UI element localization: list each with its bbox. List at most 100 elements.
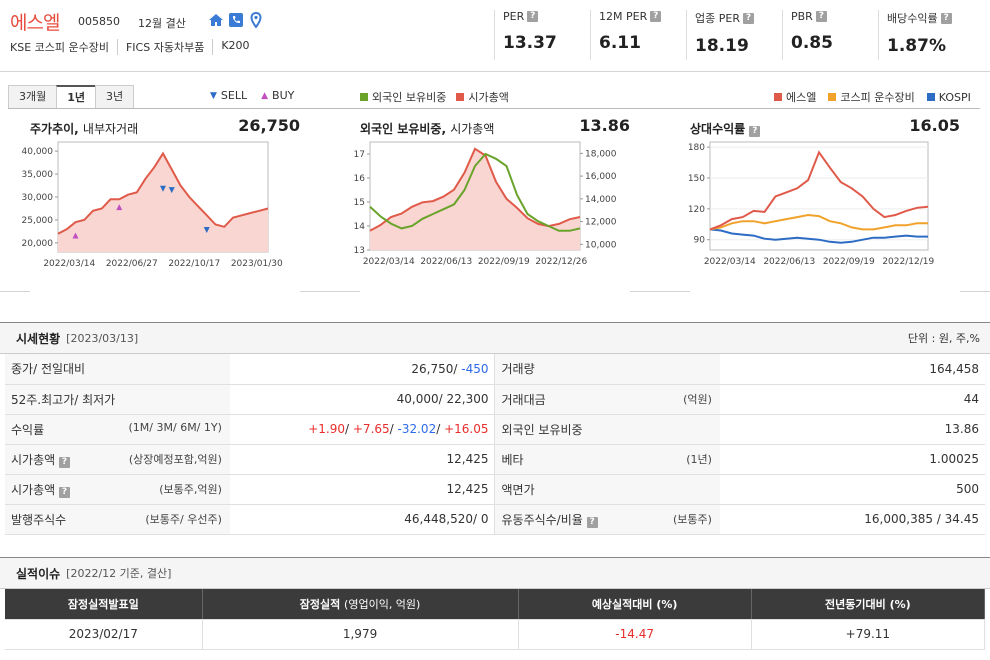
relative-y-tick-label: 180 — [688, 143, 705, 153]
help-icon[interactable]: ? — [749, 126, 761, 137]
help-icon[interactable]: ? — [527, 11, 539, 22]
x-tick-label: 2022/03/14 — [363, 257, 415, 267]
stock-code: 005850 — [78, 15, 120, 28]
row-value: 44 — [719, 384, 985, 415]
help-icon[interactable]: ? — [58, 456, 70, 468]
table-row: 수익률 (1M/ 3M/ 6M/ 1Y) +1.90/ +7.65/ -32.02… — [5, 414, 985, 445]
relative-plot-frame — [709, 141, 929, 251]
help-icon[interactable]: ? — [650, 11, 662, 22]
x-tick-label: 2022/06/13 — [420, 257, 472, 267]
value-main: 46,448,520/ 0 — [404, 512, 489, 526]
table-row: 종가/ 전일대비 26,750/ -450 거래량 164,458 — [5, 354, 985, 385]
foreign-ratio-line — [369, 152, 581, 232]
return-value: +7.65 — [352, 422, 390, 436]
table-row: 시가총액 ? (상장예정포함,억원) 12,425 베타 (1년) 1.00025 — [5, 444, 985, 475]
market-cap-area — [370, 148, 580, 250]
sl-return-line — [709, 150, 929, 231]
section-title: 실적이슈 — [16, 566, 61, 581]
x-tick-label: 2022/12/19 — [882, 257, 934, 267]
section-date: [2023/03/13] — [66, 331, 139, 345]
row-label: 거래량 — [494, 354, 720, 385]
unit-label: 단위 : 원, 주,% — [907, 332, 980, 345]
relative-y-tick-label: 90 — [694, 236, 706, 246]
relative-chart-value: 16.05 — [909, 116, 960, 135]
auto-parts-return-line — [709, 213, 928, 231]
return-value: -32.02 — [397, 422, 437, 436]
price-y-tick-label: 35,000 — [22, 170, 54, 180]
x-tick-label: 2022/03/14 — [704, 257, 756, 267]
price-chart-subtitle: 내부자거래 — [82, 122, 139, 136]
row-label: 수익률 (1M/ 3M/ 6M/ 1Y) — [5, 414, 230, 445]
kospi-return-line — [709, 228, 928, 244]
metric-dividend-yield: 배당수익률? 1.87% — [878, 10, 973, 60]
tab-1y[interactable]: 1년 — [56, 85, 97, 109]
help-icon[interactable]: ? — [940, 12, 952, 24]
help-icon[interactable]: ? — [815, 11, 827, 22]
metric-per: PER? 13.37 — [494, 10, 589, 60]
metric-12m-per: 12M PER? 6.11 — [590, 10, 685, 60]
tab-divider — [8, 108, 980, 109]
row-value: +1.90/ +7.65/ -32.02/ +16.05 — [229, 414, 496, 445]
table-header: 잠정실적발표일 — [5, 589, 203, 620]
foreign-legend: 외국인 보유비중 시가총액 — [360, 89, 509, 105]
price-y-tick-label: 30,000 — [22, 193, 54, 203]
row-value: 46,448,520/ 0 — [229, 504, 496, 535]
sell-marker — [203, 227, 210, 233]
sell-triangle-icon: ▼ — [210, 90, 217, 101]
metric-pbr: PBR? 0.85 — [782, 10, 877, 60]
relative-y-tick-label: 150 — [688, 174, 705, 184]
tab-3m[interactable]: 3개월 — [8, 85, 58, 108]
value-main: 26,750/ — [411, 361, 462, 376]
chart-section: 3개월 1년 3년 ▼ SELL ▲ BUY 외국인 보유비중 시가총액 에스엘 코… — [0, 80, 990, 300]
trade-legend: ▼ SELL ▲ BUY — [210, 89, 295, 102]
table-row: 52주.최고가/ 최저가 40,000/ 22,300 거래대금 (억원) 44 — [5, 384, 985, 415]
x-tick-label: 2022/09/19 — [478, 257, 530, 267]
location-pin-icon[interactable] — [248, 12, 264, 28]
earnings-table: 잠정실적발표일 잠정실적 (영업이익, 억원) 예상실적대비 (%) 전년동기대… — [5, 589, 986, 650]
value-main: 12,425 — [446, 452, 489, 466]
x-tick-label: 2023/01/30 — [231, 259, 283, 269]
phone-icon[interactable] — [228, 12, 244, 28]
price-area — [58, 153, 268, 252]
market-status-section: 시세현황 [2023/03/13] 단위 : 원, 주,% 종가/ 전일대비 2… — [0, 322, 990, 535]
operating-profit: 1,979 — [202, 619, 519, 650]
x-tick-label: 2022/09/19 — [823, 257, 875, 267]
x-tick-label: 2022/12/26 — [535, 257, 587, 267]
x-tick-label: 2022/03/14 — [43, 259, 95, 269]
help-icon[interactable]: ? — [58, 486, 70, 498]
row-label: 종가/ 전일대비 — [5, 354, 230, 385]
row-label: 발행주식수 (보통주/ 우선주) — [5, 504, 230, 535]
foreign-right-y-tick-label: 18,000 — [585, 149, 617, 159]
price-trend-panel: 주가추이, 내부자거래 26,750 40,000 35,000 30,000 25,… — [22, 116, 300, 300]
metric-industry-per: 업종 PER? 18.19 — [686, 10, 781, 60]
price-trend-chart: 40,000 35,000 30,000 25,000 20,000 2022/03/14… — [22, 141, 283, 269]
price-y-tick-label: 25,000 — [22, 216, 54, 226]
foreign-left-y-tick-label: 14 — [354, 222, 366, 232]
help-icon[interactable]: ? — [742, 12, 754, 24]
home-icon[interactable] — [208, 12, 224, 28]
market-status-header: 시세현황 [2023/03/13] 단위 : 원, 주,% — [0, 322, 990, 354]
market-status-table: 종가/ 전일대비 26,750/ -450 거래량 164,458 52주.최고가… — [5, 354, 985, 535]
relative-legend: 에스엘 코스피 운수장비 KOSPI — [774, 89, 971, 105]
x-tick-label: 2022/06/13 — [763, 257, 815, 267]
relative-return-panel: 상대수익률 ? 16.05 180 150 120 90 2022/03/14 2022/… — [688, 116, 960, 300]
table-row: 시가총액 ? (보통주,억원) 12,425 액면가 500 — [5, 474, 985, 505]
foreign-ownership-chart: 17 16 15 14 13 18,000 16,000 14,000 12,000 10,000… — [354, 141, 617, 267]
fics-sector: FICS 자동차부품 — [116, 39, 212, 55]
foreign-chart-value: 13.86 — [579, 116, 630, 135]
section-title: 시세현황 — [16, 331, 61, 346]
table-row: 2023/02/17 1,979 -14.47 +79.11 — [5, 619, 986, 650]
industry-info: KSE 코스피 운수장비 FICS 자동차부품 K200 — [10, 39, 258, 55]
row-label: 유동주식수/비율 ? (보통주) — [494, 504, 720, 535]
x-tick-label: 2022/10/17 — [168, 259, 220, 269]
red-swatch-icon — [456, 93, 465, 101]
row-value: 16,000,385 / 34.45 — [719, 504, 985, 535]
market-sector: KSE 코스피 운수장비 — [10, 41, 109, 54]
section-date: [2022/12 기준, 결산] — [66, 567, 172, 580]
table-header: 전년동기대비 (%) — [751, 589, 986, 620]
foreign-right-y-tick-label: 14,000 — [585, 195, 617, 205]
tab-3y[interactable]: 3년 — [95, 85, 135, 108]
index-membership: K200 — [212, 39, 257, 55]
help-icon[interactable]: ? — [586, 516, 598, 528]
return-value: +1.90 — [308, 422, 346, 436]
